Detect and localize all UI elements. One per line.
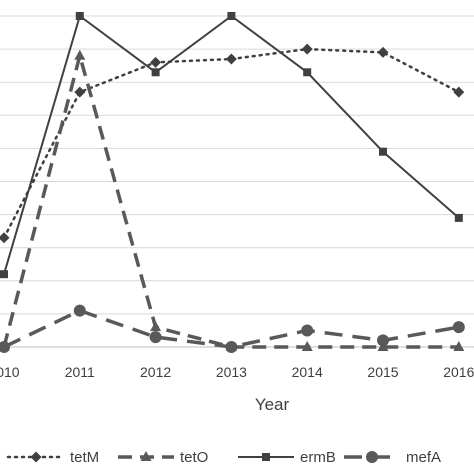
legend-ermB-marker: [262, 453, 270, 461]
ermB-marker: [0, 270, 8, 279]
x-tick-label: 2010: [0, 364, 20, 380]
gridlines: [0, 15, 474, 348]
mefA-marker: [452, 321, 465, 334]
ermB-marker: [303, 68, 312, 77]
mefA-marker: [301, 324, 314, 337]
x-tick-label: 2014: [292, 364, 323, 380]
tetO-marker: [150, 321, 162, 332]
x-tick-label: 2012: [140, 364, 171, 380]
series-markers: [0, 12, 465, 353]
tetM-marker: [453, 86, 465, 98]
mefA-marker: [0, 341, 10, 353]
legend-tetM-marker: [30, 451, 42, 463]
x-tick-label: 2013: [216, 364, 247, 380]
tetM-marker: [301, 43, 313, 55]
legend-mefA-marker: [366, 451, 378, 463]
ermB-marker: [75, 12, 84, 20]
legend-label-ermB: ermB: [300, 449, 336, 466]
x-tick-label: 2011: [65, 364, 95, 380]
x-axis-ticks: 2010 2011 2012 2013 2014 2015 2016: [0, 364, 474, 380]
tetM-marker: [74, 86, 86, 98]
tetM-marker: [0, 232, 10, 244]
legend-label-mefA: mefA: [406, 449, 441, 466]
legend-label-tetO: tetO: [180, 449, 208, 466]
legend: tetM tetO ermB mefA: [6, 449, 441, 466]
x-tick-label: 2015: [367, 364, 398, 380]
tetM-marker: [225, 53, 237, 65]
ermB-marker: [151, 68, 160, 77]
tetM-marker: [377, 46, 389, 58]
ermB-marker: [227, 12, 236, 20]
mefA-marker: [225, 341, 238, 353]
tetO-marker: [74, 49, 86, 60]
ermB-marker: [454, 213, 463, 222]
mefA-marker: [149, 331, 162, 344]
legend-label-tetM: tetM: [70, 449, 99, 466]
mefA-marker: [377, 334, 389, 347]
x-axis-title: Year: [255, 395, 290, 414]
tetM-marker: [150, 56, 162, 68]
tetO-marker: [453, 341, 465, 351]
ermB-marker: [379, 147, 387, 156]
tetO-marker: [301, 341, 313, 351]
series-line-tetO: [2, 53, 459, 349]
x-tick-label: 2016: [443, 364, 474, 380]
series-line-tetM: [2, 47, 461, 240]
legend-tetO-marker: [140, 451, 152, 461]
mefA-marker: [73, 304, 86, 317]
